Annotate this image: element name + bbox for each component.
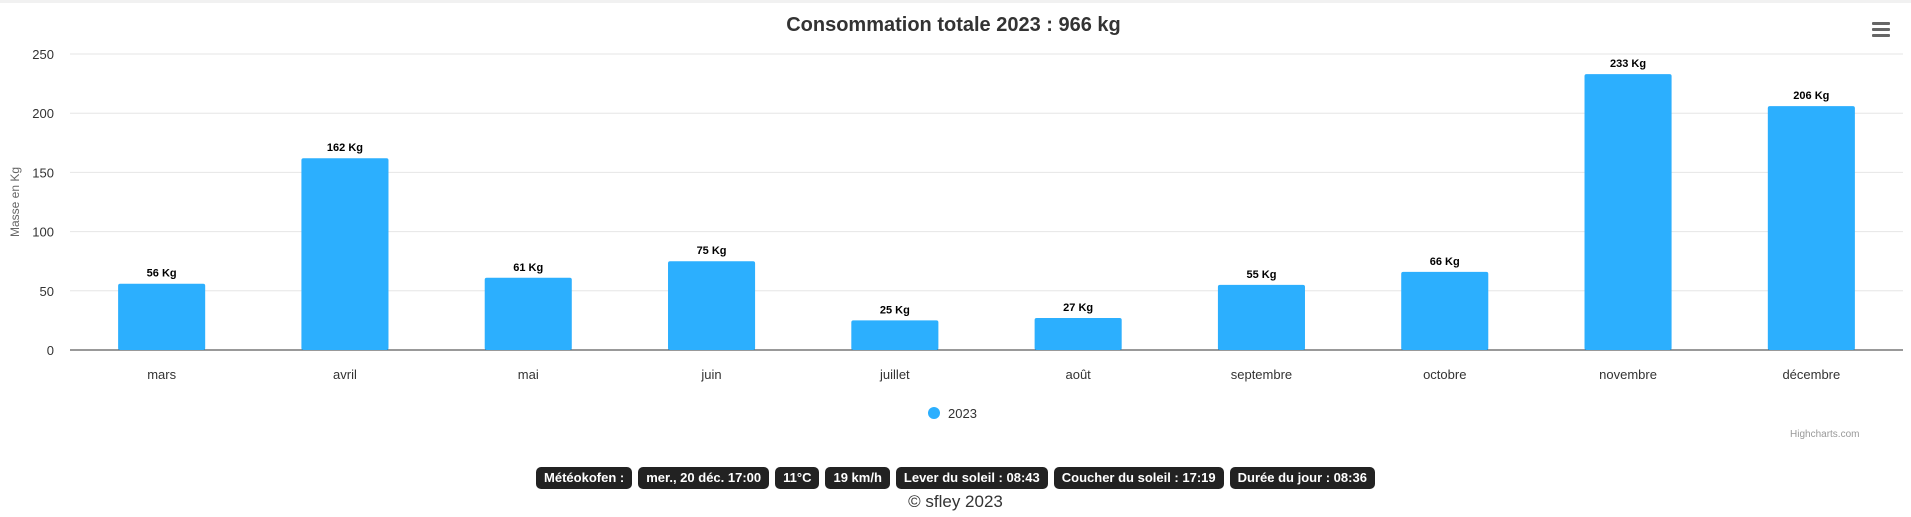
bar-data-label: 66 Kg	[1430, 256, 1460, 268]
y-tick-label: 250	[32, 47, 54, 62]
legend-label: 2023	[948, 406, 977, 421]
bar-chart: Consommation totale 2023 : 966 kg 0 50 100 1…	[8, 14, 1903, 421]
bar	[668, 261, 756, 350]
x-tick-label: mai	[518, 367, 539, 382]
weather-badge-datetime: mer., 20 déc. 17:00	[638, 467, 770, 489]
copyright-text: © sfley 2023	[908, 492, 1003, 511]
weather-badge-wind: 19 km/h	[825, 467, 890, 489]
chart-credits[interactable]: Highcharts.com	[1790, 429, 1860, 440]
bar	[118, 283, 206, 350]
x-tick-label: octobre	[1423, 367, 1466, 382]
legend-marker	[928, 407, 940, 419]
bar	[301, 158, 389, 350]
bar-data-label: 56 Kg	[147, 268, 177, 280]
x-tick-label: novembre	[1599, 367, 1657, 382]
x-tick-label: juillet	[879, 367, 910, 382]
bar	[1401, 271, 1489, 350]
bar	[1767, 106, 1855, 350]
bar-data-label: 233 Kg	[1610, 58, 1646, 70]
x-tick-label: mars	[147, 367, 176, 382]
bar-data-label: 25 Kg	[880, 304, 910, 316]
weather-badge-location: Météokofen :	[536, 467, 633, 489]
y-axis-title: Masse en Kg	[8, 167, 22, 237]
bar-data-label: 162 Kg	[327, 142, 363, 154]
bar-data-label: 55 Kg	[1246, 269, 1276, 281]
bar-data-label: 206 Kg	[1793, 90, 1829, 102]
weather-badge-sunset: Coucher du soleil : 17:19	[1053, 467, 1224, 489]
y-tick-label: 0	[47, 343, 54, 358]
weather-badge-daylength: Durée du jour : 08:36	[1229, 467, 1375, 489]
weather-badges: Météokofen : mer., 20 déc. 17:00 11°C 19…	[0, 467, 1911, 489]
x-tick-label: septembre	[1231, 367, 1292, 382]
bar-data-label: 75 Kg	[697, 245, 727, 257]
x-tick-label: août	[1065, 367, 1091, 382]
chart-container: Consommation totale 2023 : 966 kg 0 50 100 1…	[0, 3, 1911, 448]
x-tick-label: avril	[333, 367, 357, 382]
weather-badge-sunrise: Lever du soleil : 08:43	[895, 467, 1048, 489]
bar	[1217, 284, 1305, 350]
bar	[1584, 74, 1672, 351]
bar-data-label: 61 Kg	[513, 262, 543, 274]
bar	[1034, 318, 1122, 350]
y-tick-label: 50	[40, 284, 54, 299]
bar	[851, 320, 939, 350]
bar	[484, 277, 572, 350]
weather-badge-temperature: 11°C	[775, 467, 820, 489]
y-tick-label: 200	[32, 106, 54, 121]
chart-title: Consommation totale 2023 : 966 kg	[786, 14, 1121, 36]
bar-data-label: 27 Kg	[1063, 302, 1093, 314]
y-tick-label: 100	[32, 225, 54, 240]
y-tick-label: 150	[32, 165, 54, 180]
x-tick-label: décembre	[1782, 367, 1840, 382]
top-strip	[0, 0, 1911, 3]
chart-menu-icon[interactable]	[1870, 20, 1892, 42]
x-tick-label: juin	[700, 367, 721, 382]
